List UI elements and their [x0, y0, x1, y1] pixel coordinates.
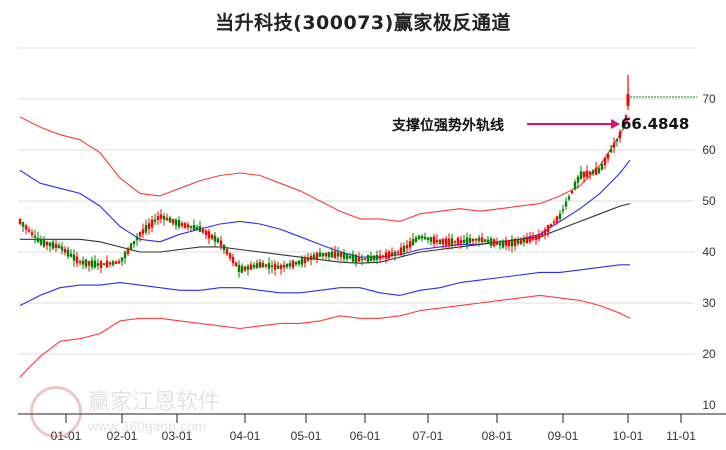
- candlesticks: [18, 75, 630, 278]
- x-tick-label: 10-01: [613, 429, 644, 443]
- x-tick-label: 06-01: [350, 429, 381, 443]
- x-tick-label: 11-01: [666, 429, 696, 443]
- y-tick-label: 60: [702, 143, 716, 157]
- x-tick-label: 05-01: [291, 429, 322, 443]
- y-tick-label: 70: [702, 92, 716, 106]
- x-axis: 01-01 02-01 03-01 04-01 05-01 06-01 07-01 08-01…: [18, 413, 726, 443]
- y-tick-label: 30: [702, 296, 716, 310]
- band-line: [19, 116, 631, 222]
- x-tick-label: 07-01: [413, 429, 444, 443]
- annotation-arrow: [527, 119, 620, 129]
- chart-title: 当升科技(300073)赢家极反通道: [215, 12, 511, 34]
- x-tick-label: 02-01: [107, 429, 138, 443]
- x-tick-label: 04-01: [230, 429, 261, 443]
- x-tick-label: 08-01: [482, 429, 513, 443]
- channel-bands: [19, 116, 631, 378]
- y-tick-label: 40: [702, 245, 716, 259]
- band-line: [19, 294, 631, 378]
- band-line: [19, 264, 630, 307]
- y-axis-labels: 10 20 30 40 50 60 70: [702, 92, 716, 412]
- support-line-value: 66.4848: [621, 115, 690, 133]
- x-tick-label: 03-01: [162, 429, 193, 443]
- grid-lines: [18, 47, 695, 355]
- y-tick-label: 50: [702, 194, 716, 208]
- band-line: [19, 159, 631, 258]
- x-tick-label: 09-01: [548, 429, 579, 443]
- y-tick-label: 10: [702, 398, 716, 412]
- y-tick-label: 20: [702, 347, 716, 361]
- x-tick-label: 01-01: [51, 429, 82, 443]
- support-line-label: 支撑位强势外轨线: [392, 118, 504, 134]
